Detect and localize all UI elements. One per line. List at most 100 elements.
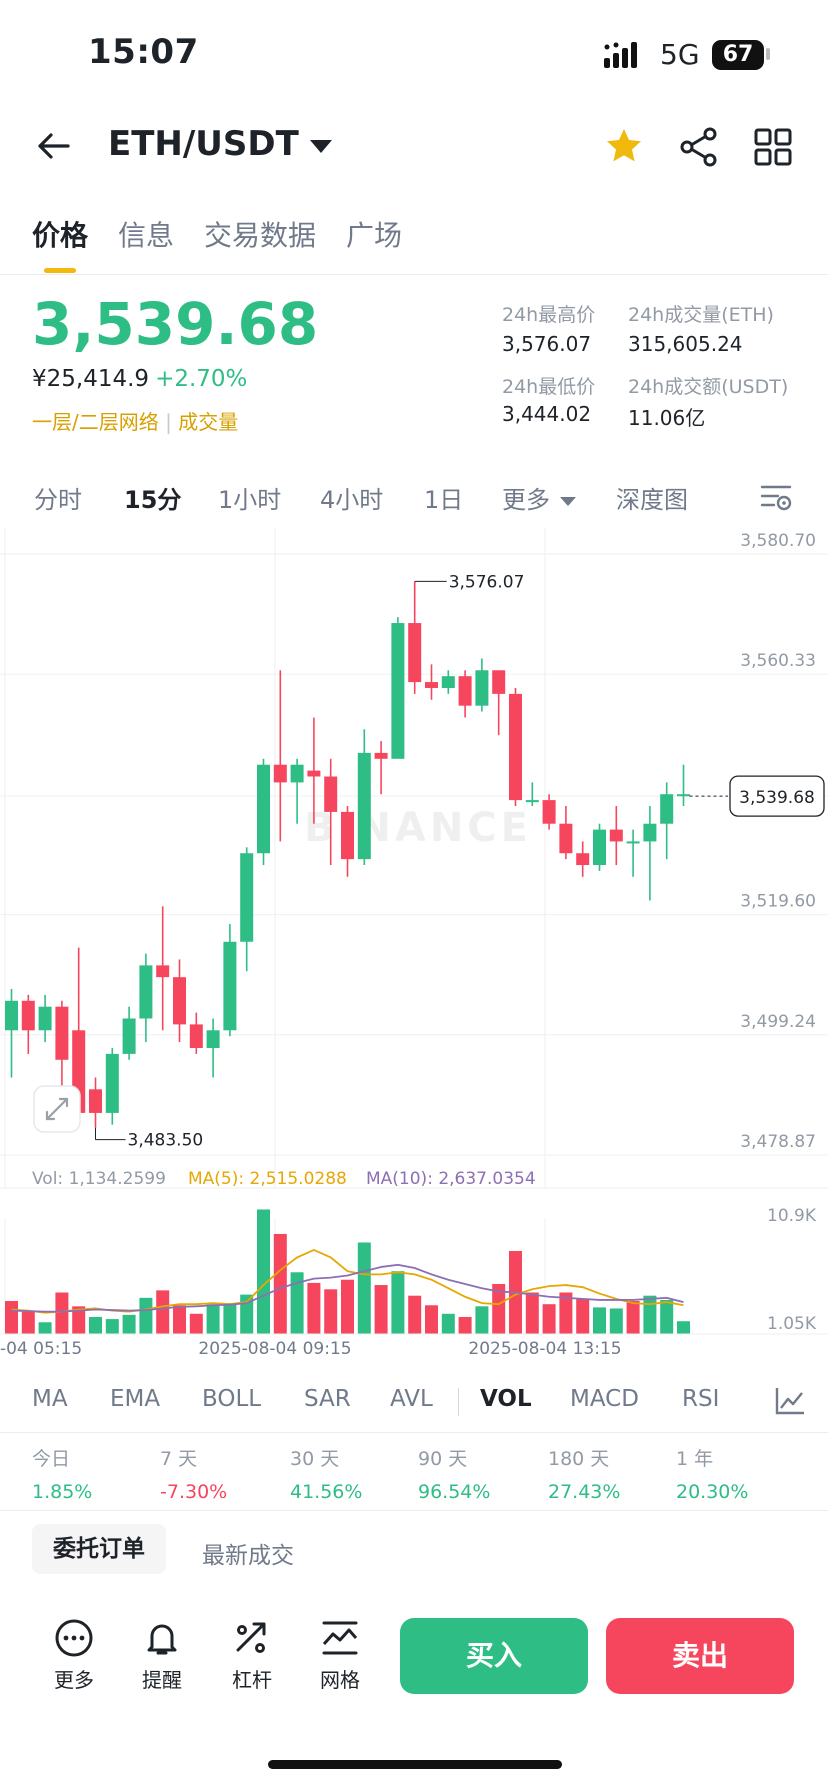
candle-body [189, 1024, 203, 1048]
volume-bar [626, 1301, 640, 1334]
grid-trading-button[interactable]: 网格 [300, 1618, 380, 1693]
caret-down-icon[interactable] [310, 140, 332, 153]
volume-bar [5, 1301, 18, 1334]
indicator-vol[interactable]: VOL [480, 1386, 532, 1412]
candle-body [273, 764, 287, 783]
indicator-settings-icon[interactable] [774, 1386, 806, 1416]
leverage-icon [236, 1622, 266, 1653]
candle-body [122, 1018, 136, 1054]
candle-body [38, 1006, 52, 1031]
indicator-macd[interactable]: MACD [570, 1386, 639, 1412]
candle-body [324, 776, 338, 812]
volume-bar [240, 1294, 254, 1334]
y-tick-label: 3,478.87 [740, 1132, 816, 1152]
buy-button[interactable]: 买入 [400, 1618, 588, 1694]
interval-more[interactable]: 更多 [502, 480, 576, 515]
expand-icon [45, 1097, 69, 1121]
volume-bar [89, 1316, 102, 1334]
perf-value: 1.85% [32, 1481, 93, 1503]
status-time: 15:07 [88, 32, 199, 72]
volume-bar [425, 1305, 438, 1334]
grid-menu-icon[interactable] [754, 128, 792, 166]
binance-watermark: BINANCE [304, 805, 532, 851]
home-indicator[interactable] [268, 1760, 562, 1769]
volume-bar [458, 1316, 472, 1334]
volume-bar [559, 1292, 573, 1334]
volume-bar [391, 1271, 405, 1334]
volume-bar [475, 1306, 489, 1334]
back-arrow-icon[interactable] [34, 126, 74, 166]
indicator-ma[interactable]: MA [32, 1386, 68, 1412]
stat-volume-label: 24h成交量(ETH) [628, 304, 774, 326]
volume-bar [576, 1298, 590, 1334]
interval-1h[interactable]: 1小时 [218, 486, 282, 514]
tab-price[interactable]: 价格 [32, 219, 89, 252]
ma10-label: MA(10): 2,637.0354 [366, 1169, 536, 1189]
volume-value-label: Vol: 1,134.2599 [32, 1169, 166, 1189]
volume-bar [307, 1282, 321, 1334]
tab-square[interactable]: 广场 [346, 219, 403, 252]
volume-tag[interactable]: 成交量 [178, 410, 239, 434]
battery-tip [766, 48, 770, 60]
interval-more-label: 更多 [502, 486, 550, 514]
candle-body [609, 829, 623, 842]
divider [0, 274, 828, 275]
perf-label: 7 天 [160, 1448, 198, 1470]
candle-body [492, 670, 506, 694]
tab-info[interactable]: 信息 [118, 219, 175, 252]
pair-selector[interactable]: ETH/USDT [108, 124, 299, 164]
perf-value: -7.30% [160, 1481, 228, 1503]
indicator-tabs: MA EMA BOLL SAR AVL VOL MACD RSI [0, 1386, 828, 1432]
candle-body [593, 829, 606, 866]
perf-label: 30 天 [290, 1448, 340, 1470]
depth-chart-tab[interactable]: 深度图 [616, 486, 688, 514]
perf-7d: 7 天 -7.30% [160, 1444, 227, 1503]
interval-1d[interactable]: 1日 [424, 486, 464, 514]
perf-value: 27.43% [548, 1481, 621, 1503]
y-tick-label: 3,499.24 [740, 1012, 816, 1032]
tab-trading-data[interactable]: 交易数据 [204, 219, 317, 252]
interval-timeline[interactable]: 分时 [34, 486, 82, 514]
volume-bar [156, 1290, 170, 1334]
candle-body [173, 977, 186, 1025]
leverage-button[interactable]: 杠杆 [212, 1618, 292, 1693]
indicator-ema[interactable]: EMA [110, 1386, 161, 1412]
volume-bar [525, 1292, 539, 1334]
alert-label: 提醒 [142, 1668, 182, 1692]
kline-chart[interactable]: 3,580.70 3,560.33 3,519.60 3,499.24 3,478.87… [0, 528, 828, 1358]
divider [0, 1432, 828, 1433]
perf-label: 90 天 [418, 1448, 468, 1470]
divider [0, 1510, 828, 1511]
layer-network-tag[interactable]: 一层/二层网络 [32, 410, 159, 434]
favorite-star-icon[interactable] [604, 126, 644, 166]
volume-bar [223, 1303, 237, 1334]
share-icon[interactable] [678, 126, 720, 168]
candle-body [441, 676, 455, 688]
stat-high-label: 24h最高价 [502, 304, 596, 326]
volume-bar [55, 1292, 69, 1334]
volume-bar [441, 1313, 455, 1334]
current-price-label: 3,539.68 [739, 788, 815, 808]
candle-body [559, 823, 573, 854]
alert-button[interactable]: 提醒 [122, 1618, 202, 1693]
volume-bar [273, 1233, 287, 1334]
volume-bar [206, 1304, 220, 1334]
indicator-avl[interactable]: AVL [390, 1386, 433, 1412]
indicator-rsi[interactable]: RSI [682, 1386, 720, 1412]
candle-body [643, 823, 657, 842]
indicator-sar[interactable]: SAR [304, 1386, 351, 1412]
interval-15m[interactable]: 15分 [124, 486, 182, 514]
candle-body [21, 1000, 35, 1031]
stat-turnover-value: 11.06亿 [628, 406, 706, 430]
candle-body [223, 941, 237, 1031]
more-button[interactable]: 更多 [34, 1618, 114, 1693]
tab-recent-trades[interactable]: 最新成交 [202, 1543, 294, 1569]
indicator-separator [458, 1388, 459, 1416]
sell-button[interactable]: 卖出 [606, 1618, 794, 1694]
indicator-boll[interactable]: BOLL [202, 1386, 262, 1412]
tab-open-orders[interactable]: 委托订单 [32, 1524, 166, 1574]
chart-settings-icon[interactable] [760, 482, 792, 512]
volume-bar [357, 1242, 371, 1334]
stat-turnover-label: 24h成交额(USDT) [628, 376, 789, 398]
interval-4h[interactable]: 4小时 [320, 486, 384, 514]
